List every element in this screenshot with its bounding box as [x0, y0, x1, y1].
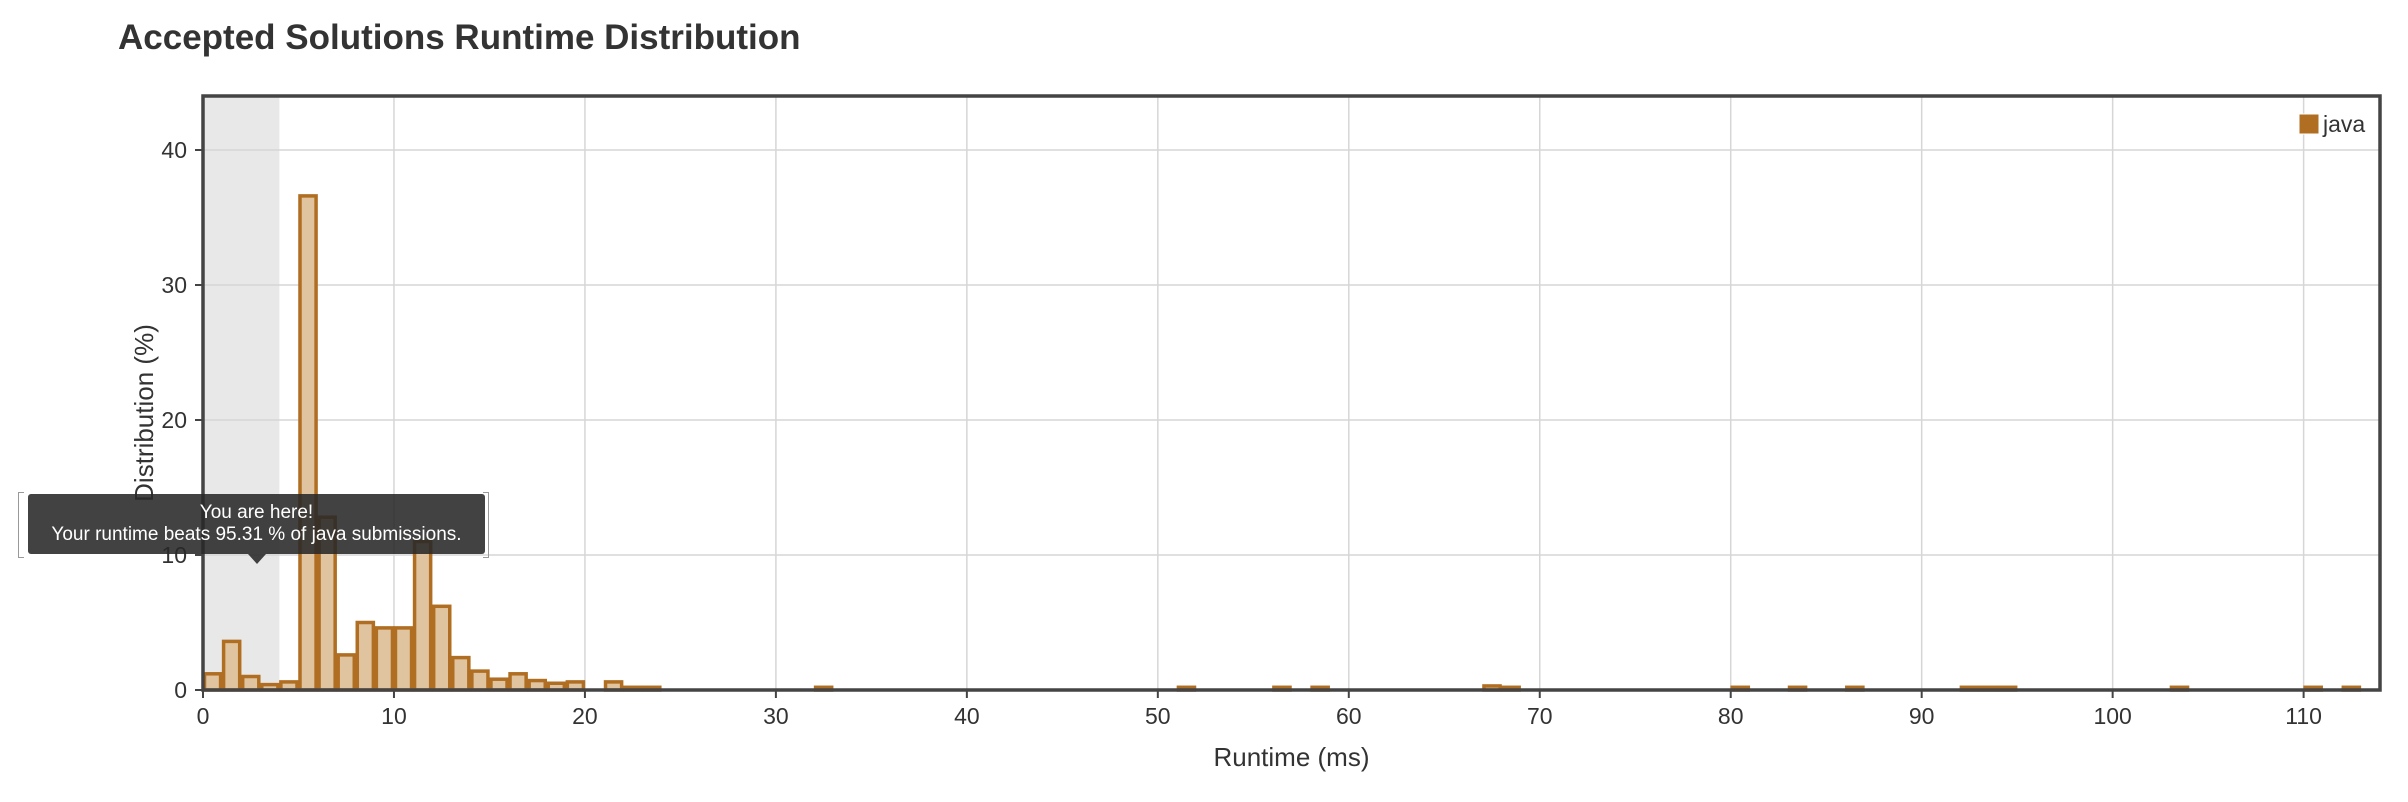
histogram-bar[interactable]: [508, 672, 528, 692]
histogram-bar[interactable]: [336, 653, 357, 692]
histogram-bar[interactable]: [221, 639, 242, 692]
x-tick-label: 30: [763, 703, 789, 729]
histogram-bar[interactable]: [374, 626, 395, 692]
histogram-bar[interactable]: [451, 655, 471, 692]
tooltip-message: Your runtime beats 95.31 % of java submi…: [51, 524, 462, 545]
plot-frame: [201, 94, 2382, 692]
legend-label: java: [2322, 111, 2365, 137]
x-tick-label: 10: [381, 703, 407, 729]
histogram-bar[interactable]: [393, 626, 414, 692]
legend[interactable]: java: [2298, 111, 2365, 137]
histogram-bar[interactable]: [202, 672, 223, 692]
tooltip-title: You are here!: [199, 502, 314, 523]
x-tick-label: 50: [1145, 703, 1171, 729]
runtime-tooltip: You are here! Your runtime beats 95.31 %…: [28, 494, 485, 554]
histogram-bar[interactable]: [431, 604, 452, 692]
x-axis-label: Runtime (ms): [1213, 742, 1369, 772]
chart-title: Accepted Solutions Runtime Distribution: [118, 18, 801, 57]
y-axis-label: Distribution (%): [129, 324, 159, 502]
tooltip-arrow: [248, 554, 266, 564]
y-tick-label: 20: [161, 407, 187, 433]
x-tick-label: 20: [572, 703, 598, 729]
x-tick-label: 90: [1909, 703, 1935, 729]
y-tick-label: 0: [174, 677, 187, 703]
x-tick-label: 110: [2285, 703, 2322, 729]
tooltip-bracket-left: [18, 492, 24, 558]
tooltip-bracket-right: [483, 492, 489, 558]
your-runtime-highlight: [203, 96, 280, 690]
x-tick-label: 100: [2093, 703, 2131, 729]
x-tick-label: 60: [1336, 703, 1362, 729]
x-tick-label: 40: [954, 703, 980, 729]
x-tick-label: 80: [1718, 703, 1744, 729]
y-tick-label: 30: [161, 272, 187, 298]
x-tick-label: 70: [1527, 703, 1553, 729]
histogram-bar[interactable]: [470, 669, 490, 692]
histogram-bar[interactable]: [355, 620, 376, 692]
histogram-bar[interactable]: [412, 539, 433, 692]
y-tick-label: 40: [161, 137, 187, 163]
histogram-bar[interactable]: [240, 674, 261, 692]
histogram-bar[interactable]: [298, 194, 318, 692]
legend-swatch: [2298, 113, 2320, 135]
x-tick-label: 0: [197, 703, 210, 729]
